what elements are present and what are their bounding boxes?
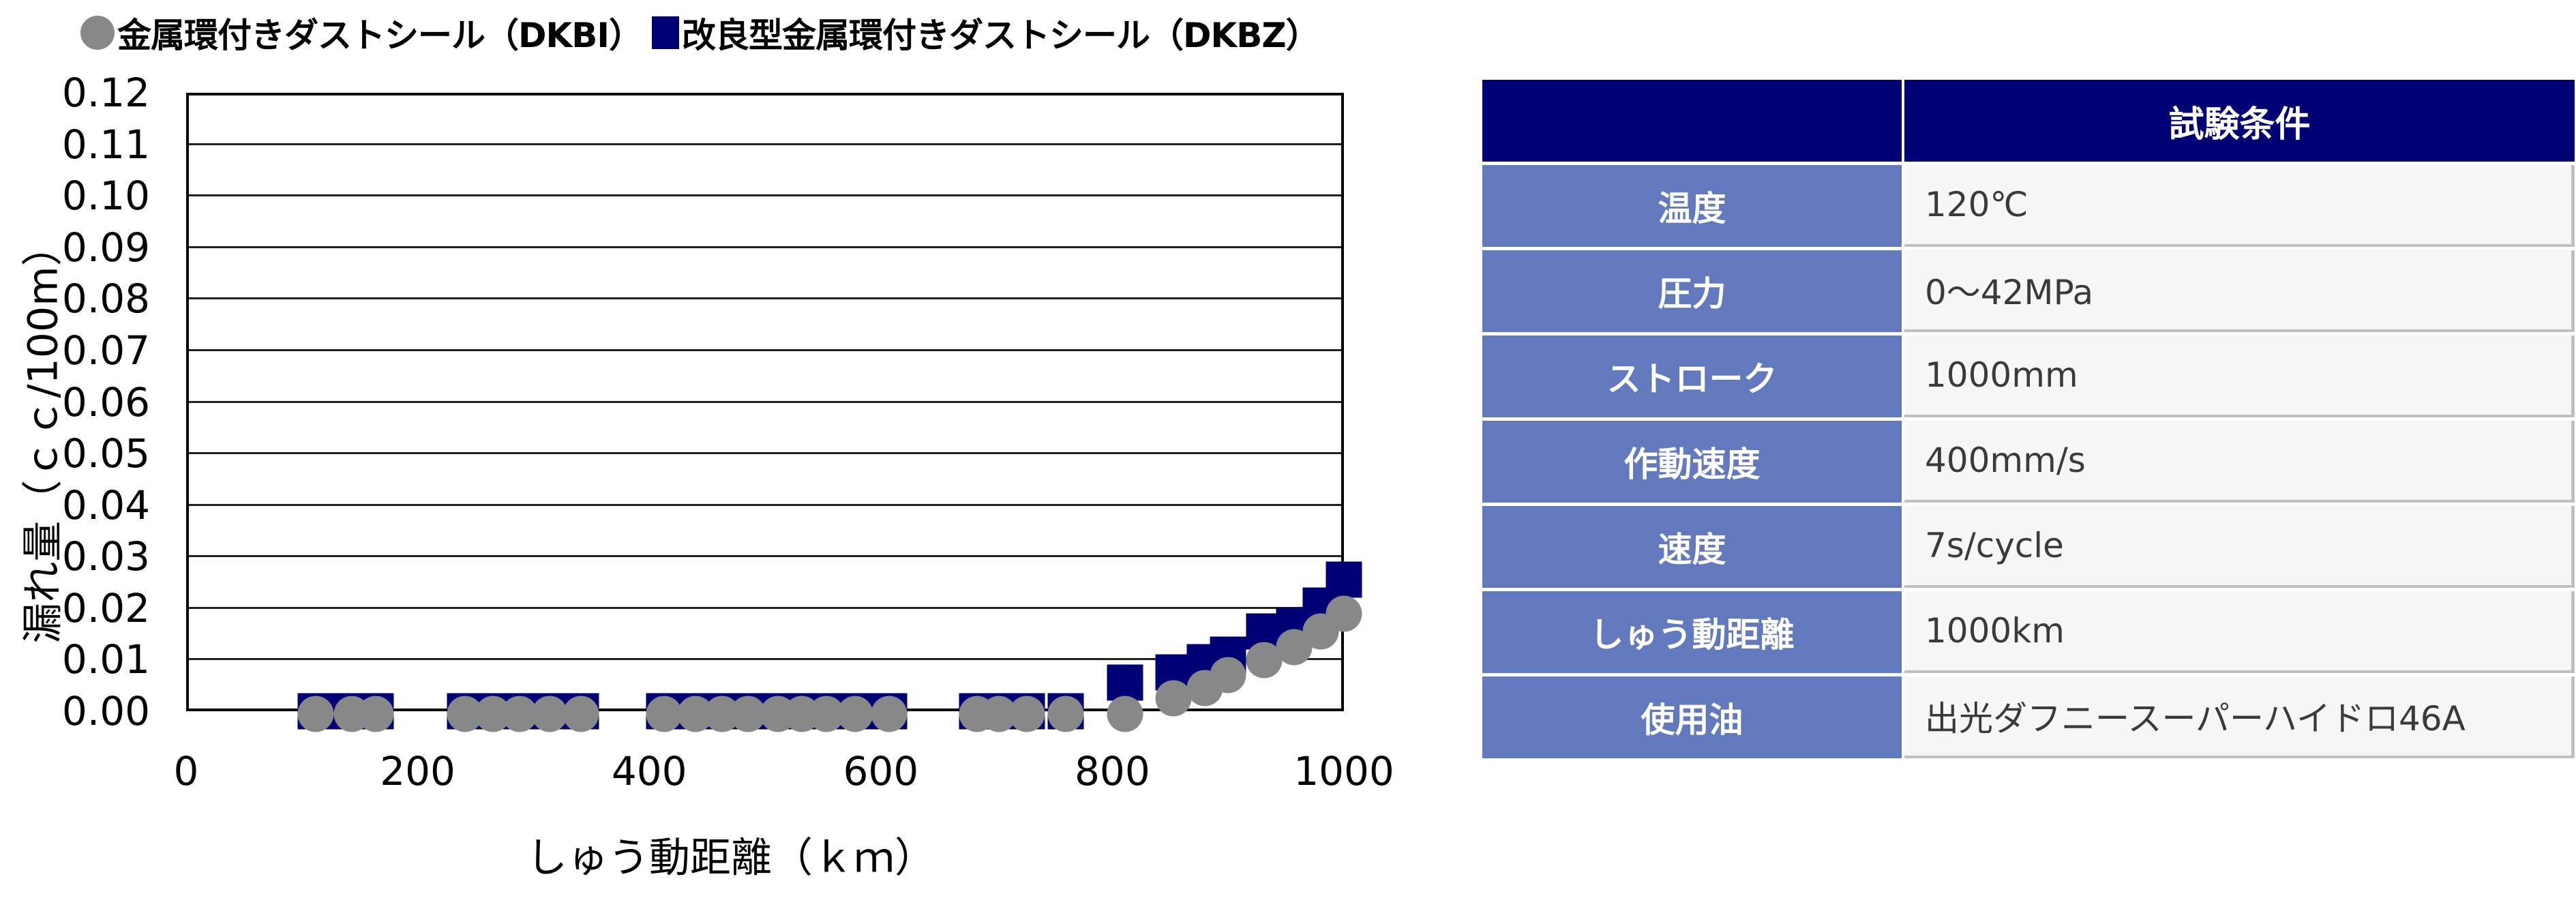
- x-tick-label: 800: [1075, 748, 1150, 794]
- gridline: [189, 348, 1341, 351]
- x-tick-label: 400: [611, 748, 687, 794]
- gridline: [189, 555, 1341, 558]
- condition-label: 圧力: [1482, 250, 1902, 332]
- condition-value: 出光ダフニースーパーハイドロ46A: [1904, 676, 2575, 758]
- legend-item-dkbz: 改良型金属環付きダストシール（DKBZ）: [651, 8, 1320, 57]
- table-header-title: 試験条件: [1904, 80, 2575, 162]
- y-tick-label: 0.01: [61, 636, 150, 683]
- table-row: 速度 7s/cycle: [1482, 503, 2575, 588]
- y-tick-label: 0.03: [61, 533, 150, 580]
- table-row: ストローク 1000mm: [1482, 332, 2575, 417]
- table-header-row: 試験条件: [1482, 80, 2575, 162]
- condition-label: 使用油: [1482, 676, 1902, 758]
- gridline: [189, 606, 1341, 609]
- condition-label: 速度: [1482, 506, 1902, 588]
- y-tick-label: 0.11: [61, 121, 150, 168]
- gridline: [189, 245, 1341, 248]
- table-row: 作動速度 400mm/s: [1482, 417, 2575, 503]
- plot-area: [186, 93, 1344, 711]
- gridline: [189, 658, 1341, 661]
- table-row: 使用油 出光ダフニースーパーハイドロ46A: [1482, 673, 2575, 758]
- y-tick-label: 0.00: [61, 688, 150, 734]
- circle-marker-icon: [80, 16, 115, 50]
- table-header-blank: [1482, 80, 1902, 162]
- condition-label: しゅう動距離: [1482, 591, 1902, 673]
- condition-value: 400mm/s: [1904, 421, 2575, 503]
- gridline: [189, 503, 1341, 506]
- x-tick-label: 200: [380, 748, 455, 794]
- x-tick-label: 1000: [1293, 748, 1394, 794]
- y-tick-label: 0.10: [61, 173, 150, 220]
- y-tick-label: 0.06: [61, 378, 150, 426]
- test-conditions-table: 試験条件 温度 120℃ 圧力 0～42MPa ストローク 1000mm 作動速度 400mm…: [1482, 80, 2575, 758]
- condition-value: 0～42MPa: [1904, 250, 2575, 332]
- legend-label-dkbi: 金属環付きダストシール（DKBI）: [117, 16, 643, 55]
- square-marker-icon: [651, 16, 679, 49]
- y-tick-label: 0.02: [61, 584, 150, 631]
- table-row: 温度 120℃: [1482, 162, 2575, 247]
- y-axis-ticks: 0.00 0.01 0.02 0.03 0.04 0.05 0.06 0.07 0.08 0.09…: [14, 0, 150, 909]
- table-row: しゅう動距離 1000km: [1482, 588, 2575, 673]
- gridline: [189, 297, 1341, 300]
- table-body: 温度 120℃ 圧力 0～42MPa ストローク 1000mm 作動速度 400mm/s 速度 7…: [1482, 162, 2575, 758]
- y-tick-label: 0.08: [61, 275, 150, 323]
- leakage-chart: 漏れ量（ｃｃ/100m） 0.00 0.01 0.02 0.03 0.04 0.05 0.0…: [14, 0, 1394, 909]
- table-row: 圧力 0～42MPa: [1482, 247, 2575, 332]
- condition-label: 作動速度: [1482, 421, 1902, 503]
- gridline: [189, 194, 1341, 197]
- y-tick-label: 0.05: [61, 430, 150, 477]
- condition-value: 1000mm: [1904, 336, 2575, 417]
- gridline: [189, 143, 1341, 145]
- y-tick-label: 0.12: [61, 70, 150, 116]
- condition-value: 120℃: [1904, 165, 2575, 247]
- x-axis-title: しゅう動距離（ｋｍ）: [526, 834, 935, 882]
- x-tick-label: 600: [843, 748, 919, 794]
- condition-value: 1000km: [1904, 591, 2575, 673]
- y-tick-label: 0.09: [61, 224, 150, 271]
- legend-label-dkbz: 改良型金属環付きダストシール（DKBZ）: [681, 16, 1320, 55]
- gridline: [189, 452, 1341, 455]
- gridline: [189, 400, 1341, 403]
- legend-item-dkbi: 金属環付きダストシール（DKBI）: [80, 8, 643, 57]
- condition-label: ストローク: [1482, 336, 1902, 417]
- condition-label: 温度: [1482, 165, 1902, 247]
- condition-value: 7s/cycle: [1904, 506, 2575, 588]
- y-tick-label: 0.07: [61, 327, 150, 374]
- chart-legend: 金属環付きダストシール（DKBI） 改良型金属環付きダストシール（DKBZ）: [80, 8, 1329, 57]
- x-tick-label: 0: [173, 748, 199, 794]
- y-tick-label: 0.04: [61, 481, 150, 528]
